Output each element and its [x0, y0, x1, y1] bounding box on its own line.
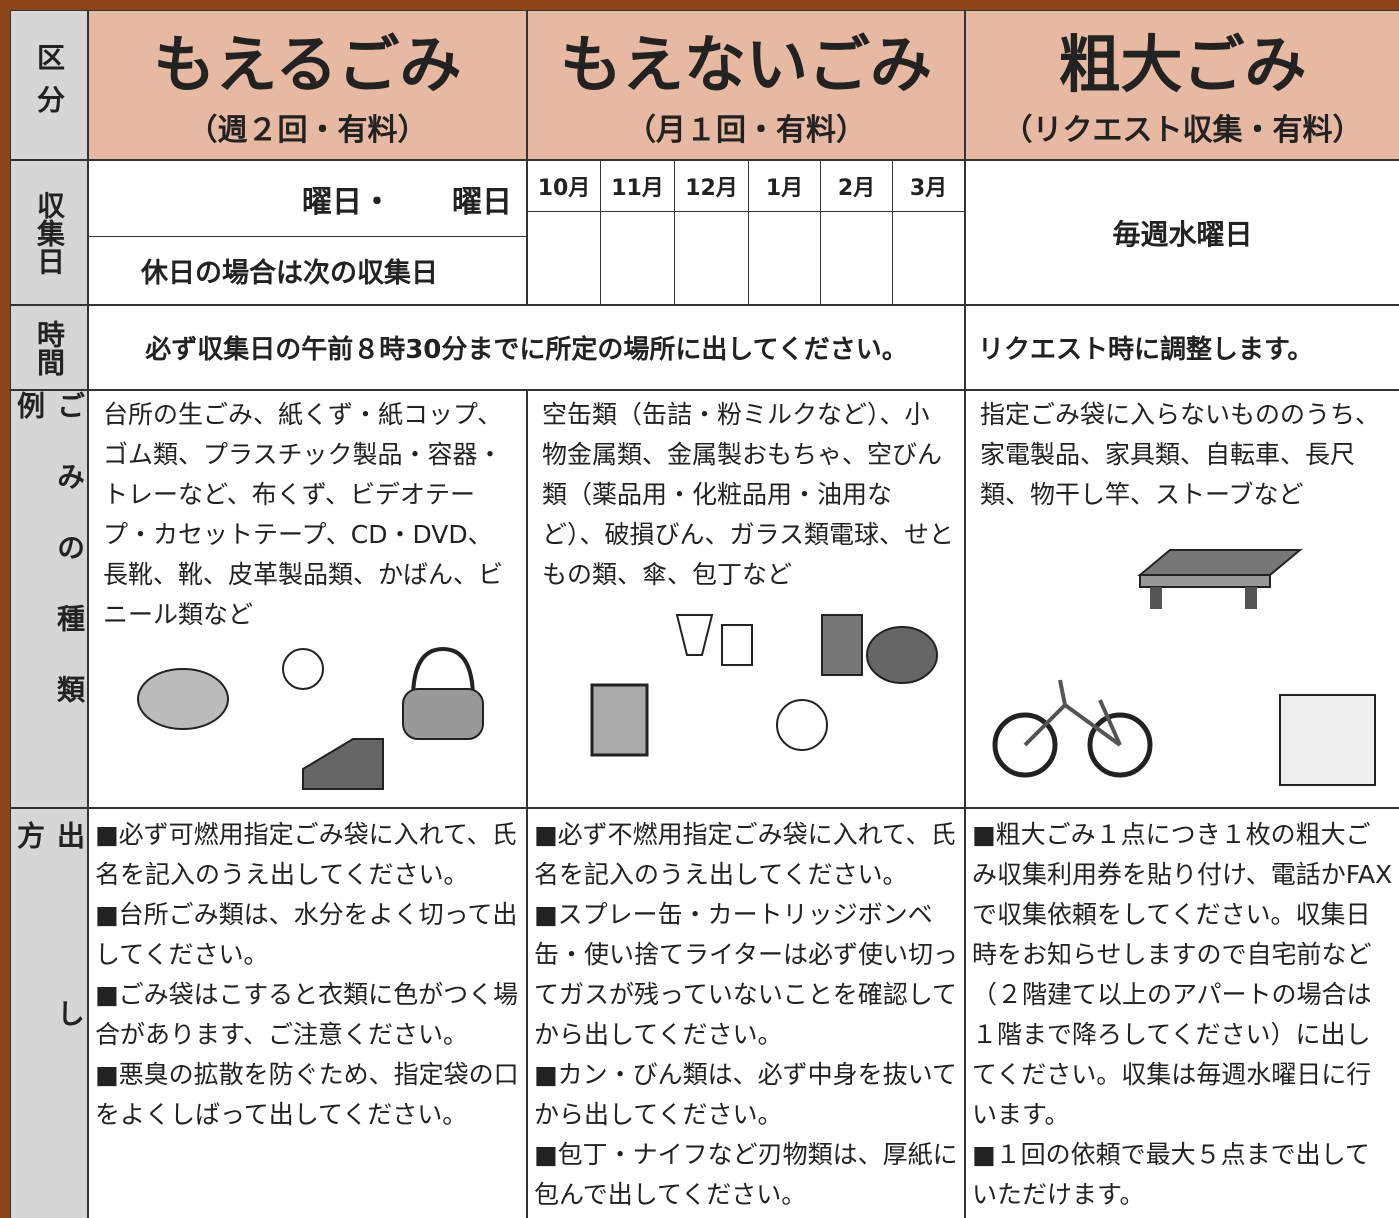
title: 粗大ごみ — [1058, 28, 1307, 101]
label-text: 出し方 — [13, 821, 86, 1177]
month-header: 3月 — [893, 161, 964, 211]
examples-text: 台所の生ごみ、紙くず・紙コップ、ゴム類、プラスチック製品・容器・トレーなど、布く… — [103, 400, 504, 629]
method-item: ■粗大ごみ１点につき１枚の粗大ごみ収集利用券を貼り付け、電話かFAXで収集依頼を… — [972, 820, 1393, 1129]
time-cell: リクエスト時に調整します。 — [966, 306, 1399, 389]
label-text: ごみの種類例 — [13, 391, 86, 746]
row-label: 出し方 — [11, 809, 87, 1218]
method-item: ■１回の依頼で最大５点まで出していただけます。 — [972, 1140, 1370, 1209]
month-cell — [601, 212, 674, 304]
method-item: ■悪臭の拡散を防ぐため、指定袋の口をよくしばって出してください。 — [95, 1060, 519, 1129]
month-cell — [749, 212, 820, 304]
illustration — [137, 646, 484, 790]
header-cell: 粗大ごみ （リクエスト収集・有料） — [966, 11, 1399, 159]
month-header: 10月 — [528, 161, 600, 211]
time-cell: 必ず収集日の午前８時30分までに所定の場所に出してください。 — [89, 306, 964, 389]
illustration — [590, 614, 938, 757]
month-header: 11月 — [601, 161, 674, 211]
month-header: 2月 — [821, 161, 892, 211]
table: 区分 もえるごみ （週２回・有料） もえないごみ （月１回・有料） 粗大ごみ （リクエ… — [10, 10, 1399, 1218]
title: もえないごみ — [559, 28, 932, 101]
note-cell: 休日の場合は次の収集日 — [89, 237, 526, 304]
month-header: 12月 — [675, 161, 748, 211]
label-text: 収集日 — [33, 190, 66, 275]
method-item: ■ごみ袋はこすると衣類に色がつく場合があります、ご注意ください。 — [95, 980, 519, 1049]
label-text: 時間 — [33, 319, 66, 376]
row-label: 区分 — [11, 11, 87, 159]
method-item: ■必ず不燃用指定ごみ袋に入れて、氏名を記入のうえ出してください。 — [534, 820, 956, 889]
method-item: ■カン・びん類は、必ず中身を抜いてから出してください。 — [534, 1060, 957, 1129]
illustration — [992, 549, 1376, 786]
row-label: 時間 — [11, 306, 87, 389]
examples-text: 指定ごみ袋に入らないもののうち、家電製品、家具類、自転車、長尺類、物干し竿、スト… — [980, 400, 1381, 509]
header-cell: もえるごみ （週２回・有料） — [89, 11, 526, 159]
header-cell: もえないごみ （月１回・有料） — [528, 11, 964, 159]
method-cell: ■粗大ごみ１点につき１枚の粗大ごみ収集利用券を貼り付け、電話かFAXで収集依頼を… — [966, 809, 1399, 1218]
row-label: 収集日 — [11, 161, 87, 304]
method-cell: ■必ず可燃用指定ごみ袋に入れて、氏名を記入のうえ出してください。 ■台所ごみ類は、… — [89, 809, 526, 1218]
month-cell — [821, 212, 892, 304]
month-cell — [528, 212, 600, 304]
days-cell: 曜日・ 曜日 — [89, 161, 526, 236]
month-cell — [675, 212, 748, 304]
examples-cell: 空缶類（缶詰・粉ミルクなど）、小物金属類、金属製おもちゃ、空びん類（薬品用・化粧… — [528, 391, 964, 807]
row-label: ごみの種類例 — [11, 391, 87, 807]
subtitle: （月１回・有料） — [626, 113, 866, 148]
examples-cell: 台所の生ごみ、紙くず・紙コップ、ゴム類、プラスチック製品・容器・トレーなど、布く… — [89, 391, 526, 807]
method-item: ■包丁・ナイフなど刃物類は、厚紙に包んで出してください。 — [534, 1140, 958, 1209]
month-header: 1月 — [749, 161, 820, 211]
examples-text: 空缶類（缶詰・粉ミルクなど）、小物金属類、金属製おもちゃ、空びん類（薬品用・化粧… — [542, 400, 955, 589]
label-text: 区分 — [33, 43, 66, 127]
method-item: ■スプレー缶・カートリッジボンベ缶・使い捨てライターは必ず使い切ってガスが残って… — [534, 900, 959, 1049]
subtitle: （週２回・有料） — [187, 113, 428, 148]
bulky-day: 毎週水曜日 — [966, 161, 1399, 304]
title: もえるごみ — [153, 28, 462, 101]
method-item: ■台所ごみ類は、水分をよく切って出してください。 — [95, 900, 518, 969]
month-cell — [893, 212, 964, 304]
subtitle: （リクエスト収集・有料） — [1002, 113, 1363, 148]
method-cell: ■必ず不燃用指定ごみ袋に入れて、氏名を記入のうえ出してください。 ■スプレー缶・カ… — [528, 809, 964, 1218]
method-item: ■必ず可燃用指定ごみ袋に入れて、氏名を記入のうえ出してください。 — [95, 820, 517, 889]
examples-cell: 指定ごみ袋に入らないもののうち、家電製品、家具類、自転車、長尺類、物干し竿、スト… — [966, 391, 1399, 807]
